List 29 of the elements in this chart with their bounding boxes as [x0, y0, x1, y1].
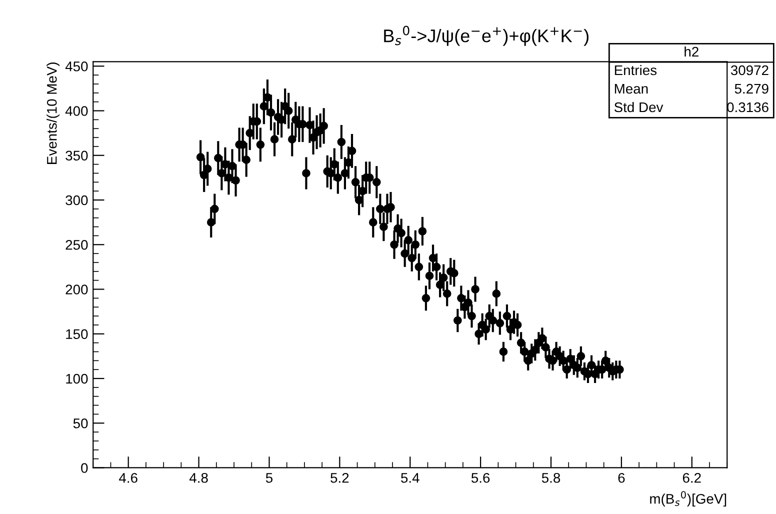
x-tick-label: 5.4 — [401, 473, 420, 483]
text: h2 — [684, 46, 698, 57]
y-tick-label: 300 — [66, 195, 88, 206]
y-tick-label: 0 — [81, 463, 88, 473]
annotation: 0.3136 — [727, 102, 768, 112]
y-tick-label: 100 — [66, 374, 88, 384]
y-axis-title: Events/(10 MeV) — [46, 62, 60, 164]
y-tick-label: 450 — [65, 61, 88, 72]
text: 5.279 — [734, 84, 768, 94]
y-tick-label: 250 — [66, 240, 88, 250]
x-tick-label: 5 — [266, 473, 273, 483]
annotation: Entries — [614, 64, 657, 76]
y-tick-label: 350 — [66, 150, 88, 161]
annotation: Mean — [614, 84, 648, 94]
x-tick-label: 5.8 — [542, 472, 560, 483]
x-tick-label: 4.6 — [119, 472, 138, 483]
y-tick-label: 200 — [66, 284, 88, 294]
x-tick-label: 4.8 — [189, 472, 208, 483]
y-tick-label: 50 — [73, 418, 88, 428]
x-tick-label: 6.2 — [682, 472, 701, 483]
text: 30972 — [730, 65, 768, 76]
annotation: Std Dev — [614, 102, 664, 112]
x-tick-label: 5.6 — [471, 472, 490, 483]
x-tick-label: 6 — [618, 472, 625, 483]
x-axis-title: m(B$_{s}$$^{0}$)[GeV] — [650, 491, 726, 507]
chart-title: B$_{s}$$^{0}$->J/ψ(e$^{−}$e$^{+}$)+φ(K$^{+}$K$^{−}$) — [384, 26, 588, 46]
x-tick-label: 5.2 — [330, 472, 349, 483]
y-tick-label: 150 — [66, 329, 88, 340]
y-tick-label: 400 — [65, 106, 88, 116]
